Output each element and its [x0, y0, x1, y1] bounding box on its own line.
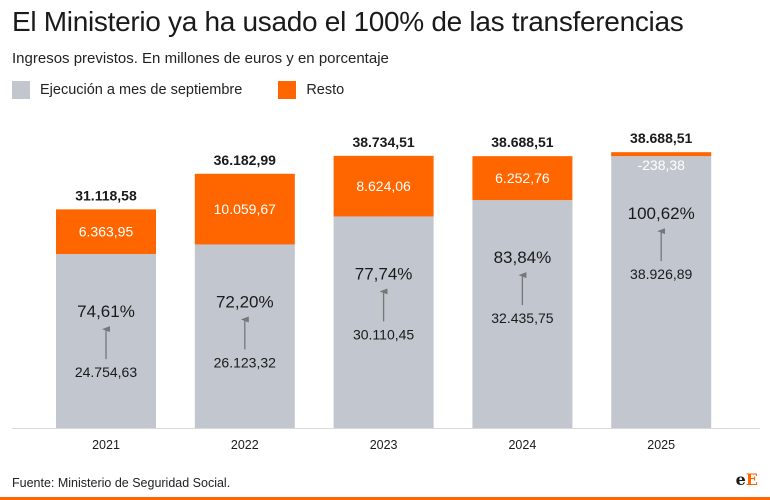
publisher-logo: eE	[736, 470, 758, 489]
x-tick-label-2021: 2021	[92, 438, 120, 452]
chart-subtitle: Ingresos previstos. En millones de euros…	[12, 50, 389, 67]
chart-title: El Ministerio ya ha usado el 100% de las…	[12, 6, 684, 37]
total-label-2021: 31.118,58	[75, 187, 137, 203]
x-tick-label-2025: 2025	[647, 438, 675, 452]
bar-rest-2025	[611, 152, 712, 157]
percentage-label-2025: 100,62%	[628, 204, 695, 223]
total-label-2025: 38.688,51	[630, 130, 692, 146]
executed-label-2025: 38.926,89	[630, 266, 692, 282]
total-label-2024: 38.688,51	[491, 134, 553, 150]
percentage-label-2024: 83,84%	[494, 248, 552, 267]
bar-rest-2023	[333, 155, 434, 217]
executed-label-2021: 24.754,63	[75, 364, 137, 380]
legend: Ejecución a mes de septiembre Resto	[12, 81, 380, 99]
bar-executed-2024	[472, 200, 573, 428]
rest-label-2024: 6.252,76	[495, 170, 550, 186]
executed-label-2023: 30.110,45	[353, 326, 414, 342]
x-tick-label-2023: 2023	[370, 438, 398, 452]
legend-swatch-rest	[278, 81, 297, 99]
bottom-accent-stripe	[0, 497, 770, 500]
x-tick-label-2024: 2024	[508, 438, 536, 452]
source-note: Fuente: Ministerio de Seguridad Social.	[12, 476, 231, 490]
logo-letter-e: e	[735, 470, 746, 489]
legend-label-rest: Resto	[306, 82, 345, 98]
x-tick-label-2022: 2022	[231, 438, 259, 452]
percentage-label-2022: 72,20%	[216, 292, 274, 311]
rest-label-2025: -238,38	[637, 157, 685, 173]
legend-swatch-executed	[12, 81, 30, 99]
logo-letter-E: E	[745, 470, 758, 489]
executed-label-2024: 32.435,75	[491, 310, 553, 326]
bar-executed-2025	[611, 156, 712, 428]
bar-executed-2023	[333, 216, 434, 428]
bar-rest-2022	[194, 173, 295, 245]
legend-item-rest: Resto	[278, 81, 344, 99]
percentage-label-2021: 74,61%	[77, 302, 135, 321]
bar-rest-2021	[56, 209, 156, 255]
legend-item-executed: Ejecución a mes de septiembre	[12, 81, 242, 99]
legend-label-executed: Ejecución a mes de septiembre	[40, 82, 243, 98]
total-label-2023: 38.734,51	[352, 134, 414, 150]
total-label-2022: 36.182,99	[214, 152, 276, 168]
rest-label-2021: 6.363,95	[79, 224, 134, 240]
bar-rest-2024	[472, 156, 573, 201]
rest-label-2023: 8.624,06	[356, 178, 411, 194]
rest-label-2022: 10.059,67	[214, 201, 276, 217]
percentage-label-2023: 77,74%	[355, 264, 413, 283]
executed-label-2022: 26.123,32	[214, 354, 276, 370]
